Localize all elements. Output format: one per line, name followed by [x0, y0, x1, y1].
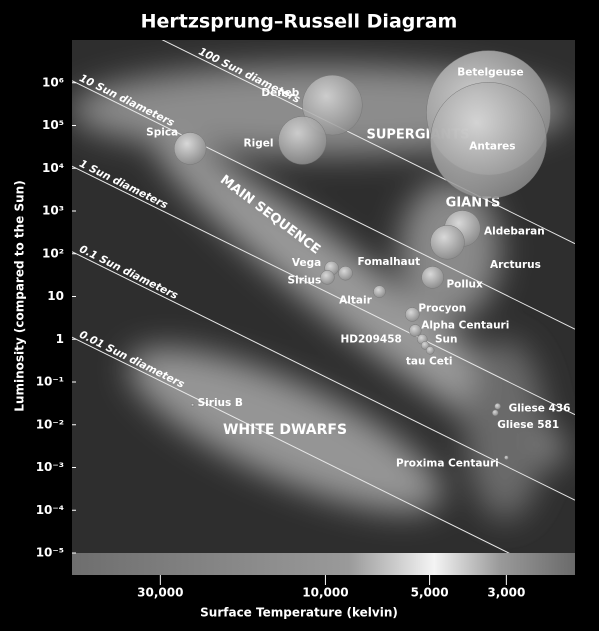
star-label: Procyon [418, 302, 466, 314]
y-tick-label: 10² [42, 246, 64, 260]
star [430, 224, 465, 260]
star-label: HD209458 [340, 333, 401, 345]
radius-line [72, 251, 575, 501]
star [420, 341, 430, 350]
x-tick-label: 10,000 [302, 586, 348, 600]
y-tick-label: 10⁻³ [36, 460, 64, 474]
star [494, 403, 501, 410]
star-label: Proxima Centauri [396, 458, 499, 470]
y-tick-label: 10⁻⁴ [36, 503, 64, 517]
y-tick-label: 10⁻² [36, 417, 64, 431]
region-label: GIANTS [446, 196, 501, 211]
radius-line [72, 165, 575, 416]
star-label: Betelgeuse [457, 67, 523, 79]
y-tick-label: 10 [47, 289, 64, 303]
star-label: Arcturus [490, 259, 541, 271]
region-label: WHITE DWARFS [223, 422, 347, 438]
star-label: Fomalhaut [357, 256, 420, 268]
y-tick-label: 10⁻¹ [36, 375, 64, 389]
star-label: Sirius B [198, 397, 243, 409]
x-tick-label: 3,000 [487, 586, 525, 600]
color-bar [72, 553, 575, 575]
star-label: Antares [469, 140, 515, 152]
star [373, 285, 386, 298]
y-tick-label: 10⁴ [42, 161, 64, 175]
radius-line [72, 336, 510, 553]
star-label: Vega [292, 257, 321, 269]
star [409, 324, 422, 337]
star [302, 74, 363, 136]
star-label: Aldebaran [484, 225, 545, 237]
star [425, 346, 435, 355]
x-tick-label: 30,000 [137, 586, 183, 600]
star-label: Pollux [446, 278, 483, 290]
star [338, 265, 353, 281]
star-label: Sirius [288, 274, 322, 286]
star-label: Rigel [244, 137, 274, 149]
y-tick-label: 10³ [42, 204, 64, 218]
star [190, 403, 195, 407]
star-label: Spica [146, 126, 178, 138]
x-tick-label: 5,000 [411, 586, 449, 600]
star-label: Sun [435, 333, 458, 345]
y-axis-label: Luminosity (compared to the Sun) [13, 180, 27, 411]
y-tick-label: 10⁵ [42, 118, 64, 132]
radius-line [72, 80, 575, 330]
star-label: Deneb [261, 87, 299, 99]
star [504, 455, 509, 460]
star-label: Gliese 436 [509, 402, 571, 414]
star [320, 270, 335, 285]
star [430, 82, 547, 199]
star [492, 409, 499, 417]
y-tick-label: 1 [56, 332, 64, 346]
star-label: Gliese 581 [497, 419, 559, 431]
star [173, 132, 207, 165]
star-label: tau Ceti [406, 355, 453, 367]
star-label: Alpha Centauri [421, 320, 509, 332]
x-axis-label: Surface Temperature (kelvin) [200, 606, 398, 620]
star [278, 116, 327, 165]
y-tick-label: 10⁻⁵ [36, 546, 64, 560]
y-tick-label: 10⁶ [42, 75, 64, 89]
star [421, 266, 444, 289]
star-label: Altair [339, 295, 372, 307]
chart-title: Hertzsprung–Russell Diagram [141, 11, 458, 33]
star [405, 307, 420, 322]
